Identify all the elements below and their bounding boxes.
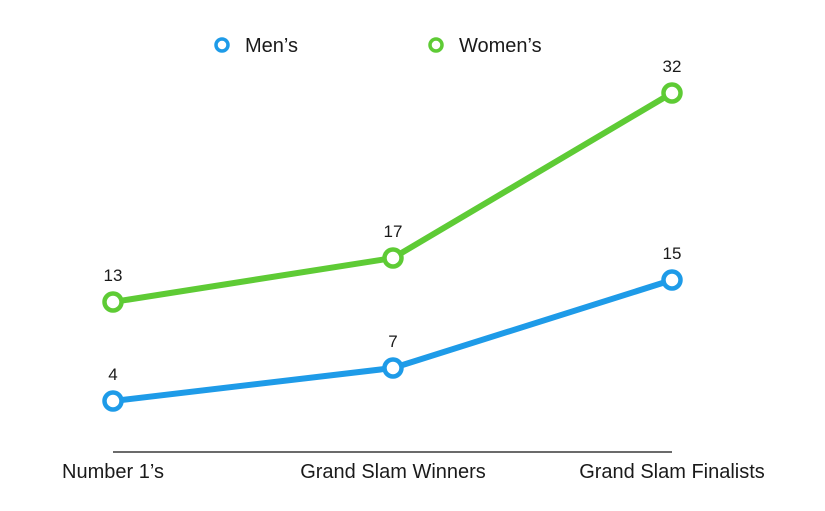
data-label-0-1: 7	[388, 332, 397, 351]
data-point-1-0	[102, 291, 124, 313]
x-tick-label-0: Number 1’s	[62, 461, 164, 483]
data-label-0-2: 15	[663, 244, 682, 263]
series-points	[102, 82, 683, 412]
legend: Men’s Women’s	[214, 35, 542, 57]
x-tick-label-1: Grand Slam Winners	[300, 461, 486, 483]
data-label-1-2: 32	[663, 57, 682, 76]
data-label-1-0: 13	[104, 266, 123, 285]
legend-marker-1	[428, 37, 444, 53]
series-line-1	[110, 90, 675, 305]
data-label-1-1: 17	[384, 222, 403, 241]
series-lines	[110, 90, 675, 404]
x-tick-label-2: Grand Slam Finalists	[579, 461, 765, 483]
legend-label-0: Men’s	[245, 35, 298, 57]
data-label-0-0: 4	[108, 365, 117, 384]
x-tick-labels: Number 1’s Grand Slam Winners Grand Slam F…	[62, 461, 765, 483]
data-point-0-2	[661, 269, 683, 291]
data-point-0-1	[382, 357, 404, 379]
data-point-0-0	[102, 390, 124, 412]
data-labels: 4 7 15 13 17 32	[104, 57, 682, 384]
legend-label-1: Women’s	[459, 35, 542, 57]
data-point-1-2	[661, 82, 683, 104]
data-point-1-1	[382, 247, 404, 269]
legend-marker-0	[214, 37, 230, 53]
